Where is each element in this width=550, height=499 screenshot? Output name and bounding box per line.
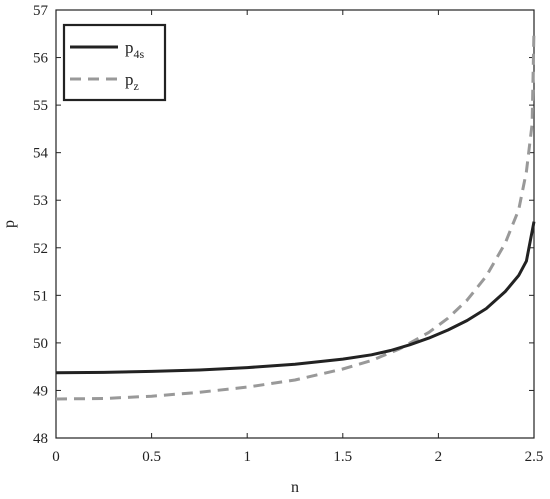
y-tick-label: 57 xyxy=(33,3,49,19)
x-tick-label: 0.5 xyxy=(142,449,161,465)
legend-label-pz: pz xyxy=(125,70,139,93)
x-axis-label: n xyxy=(291,479,299,496)
legend-label-p4s: p4s xyxy=(125,38,145,61)
series-line-pz xyxy=(55,28,536,401)
y-tick-label: 55 xyxy=(33,98,48,114)
y-tick-label: 51 xyxy=(33,288,48,304)
x-tick-label: 2.5 xyxy=(525,449,544,465)
y-tick-label: 48 xyxy=(33,431,48,447)
x-tick-label: 1 xyxy=(243,449,251,465)
axis-ticks: 0 0.5 1 1.5 2 2.5 48 49 50 51 52 53 54 55 56 57 xyxy=(33,3,543,465)
series-layer xyxy=(55,28,536,401)
y-axis-label: p xyxy=(1,220,18,228)
y-tick-label: 52 xyxy=(33,241,48,257)
legend-box xyxy=(62,23,167,102)
x-tick-label: 1.5 xyxy=(333,449,352,465)
legend: p4s pz xyxy=(62,23,167,102)
y-tick-label: 49 xyxy=(33,383,48,399)
x-tick-label: 2 xyxy=(435,449,443,465)
y-tick-label: 53 xyxy=(33,193,48,209)
y-tick-label: 56 xyxy=(33,51,49,67)
y-tick-label: 54 xyxy=(33,146,49,162)
series-line-p4s xyxy=(55,221,536,375)
x-tick-label: 0 xyxy=(52,449,60,465)
y-tick-label: 50 xyxy=(33,336,48,352)
